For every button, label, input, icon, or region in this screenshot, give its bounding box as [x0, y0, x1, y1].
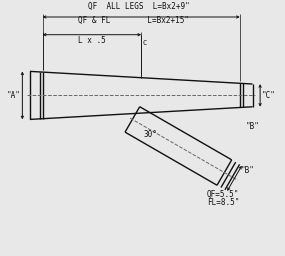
Text: L x .5: L x .5: [78, 36, 106, 45]
Text: QF=5.5": QF=5.5": [207, 190, 239, 199]
Text: FL=8.5": FL=8.5": [207, 198, 239, 207]
Text: "A": "A": [7, 91, 21, 100]
Text: QF  ALL LEGS  L=Bx2+9": QF ALL LEGS L=Bx2+9": [88, 2, 190, 11]
Text: 30°: 30°: [144, 130, 158, 138]
Text: "C": "C": [262, 91, 276, 100]
Text: QF & FL        L=Bx2+15": QF & FL L=Bx2+15": [78, 16, 189, 25]
Text: "B": "B": [241, 166, 255, 175]
Text: "B": "B": [246, 122, 259, 131]
Text: C: C: [142, 40, 147, 46]
